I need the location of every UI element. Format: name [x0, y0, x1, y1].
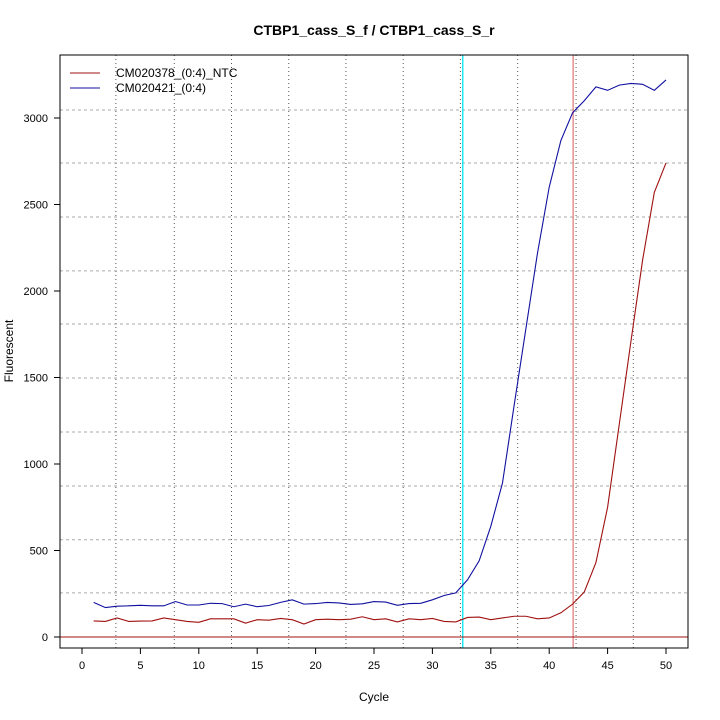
legend: CM020378_(0:4)_NTC CM020421_(0:4) [70, 66, 238, 95]
chart-title: CTBP1_cass_S_f / CTBP1_cass_S_r [253, 22, 495, 38]
x-tick-label: 0 [79, 660, 85, 672]
series-line-1 [93, 79, 667, 609]
y-tick-label: 500 [30, 546, 48, 558]
x-tick-label: 50 [660, 660, 672, 672]
y-axis: 0 500 1000 1500 2000 2500 3000 [24, 113, 60, 644]
grid [60, 55, 688, 648]
x-tick-label: 15 [251, 660, 263, 672]
x-tick-label: 30 [426, 660, 438, 672]
x-tick-label: 10 [193, 660, 205, 672]
y-tick-label: 1500 [24, 373, 48, 385]
x-tick-label: 45 [601, 660, 613, 672]
y-tick-label: 0 [42, 632, 48, 644]
x-tick-label: 25 [368, 660, 380, 672]
y-tick-label: 2500 [24, 200, 48, 212]
legend-label: CM020378_(0:4)_NTC [116, 66, 238, 80]
series-lines [93, 79, 667, 625]
legend-label: CM020421_(0:4) [116, 81, 206, 95]
y-tick-label: 1000 [24, 459, 48, 471]
x-tick-label: 5 [137, 660, 143, 672]
x-axis: 0 5 10 15 20 25 30 35 40 45 50 [79, 648, 672, 672]
x-tick-label: 35 [485, 660, 497, 672]
x-tick-label: 40 [543, 660, 555, 672]
y-axis-label: Fluorescent [2, 319, 16, 382]
y-tick-label: 2000 [24, 286, 48, 298]
series-line-0 [93, 162, 667, 625]
y-tick-label: 3000 [24, 113, 48, 125]
x-tick-label: 20 [309, 660, 321, 672]
x-axis-label: Cycle [359, 690, 389, 704]
reference-lines [60, 55, 688, 648]
plot-frame [59, 54, 689, 649]
